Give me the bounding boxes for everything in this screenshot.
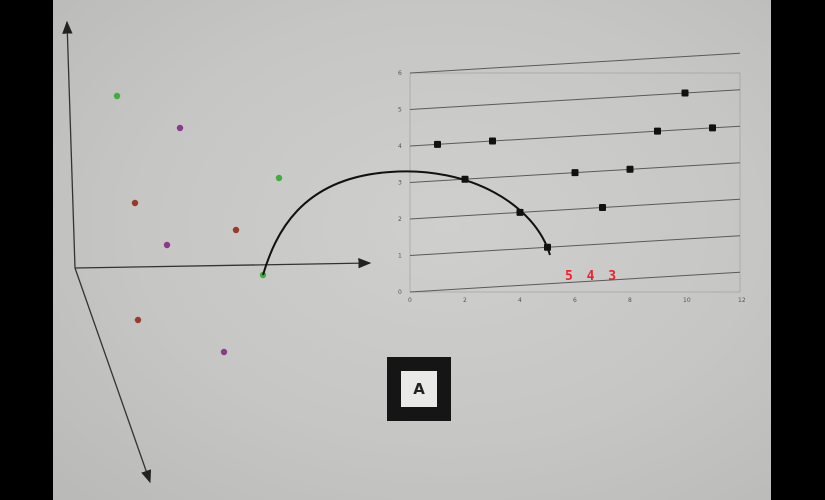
scatter-dot (176, 124, 184, 132)
chart-x-tick-label: 10 (683, 297, 691, 304)
chart-y-tick-label: 6 (398, 70, 402, 77)
chart-x-tick-label: 8 (628, 297, 632, 304)
chart-y-tick-label: 4 (398, 143, 402, 150)
scatter-dot (220, 348, 228, 356)
depth-axis (74, 267, 152, 484)
ar-marker-letter: A (401, 371, 437, 407)
chart-gridline (409, 89, 741, 110)
chart-y-tick-label: 3 (398, 180, 402, 187)
scatter-dot (275, 174, 283, 182)
chart-y-tick-label: 1 (398, 253, 402, 260)
connecting-arc (262, 170, 551, 276)
chart-gridline (409, 52, 741, 74)
scatter-dot (163, 241, 171, 249)
ar-marker: A (387, 357, 451, 421)
chart-point (489, 137, 496, 145)
scatter-dot (113, 92, 121, 100)
horizontal-axis (74, 257, 372, 269)
chart-points (434, 89, 716, 251)
chart-point (571, 169, 579, 177)
chart-gridline (409, 198, 741, 220)
chart-gridline (409, 235, 741, 256)
chart-y-tick-label: 2 (398, 216, 402, 223)
left-black-bar (0, 0, 53, 500)
chart-plot-area (409, 72, 741, 293)
chart-x-tick-label: 2 (463, 297, 467, 304)
vertical-axis (62, 20, 76, 269)
chart-gridline (409, 125, 741, 147)
chart-x-tick-label: 4 (518, 297, 522, 304)
chart-x-tick-label: 12 (738, 297, 746, 304)
chart-point (681, 89, 689, 97)
axes-3d (62, 20, 372, 484)
chart-point (599, 203, 606, 211)
scatter-dot (134, 316, 142, 324)
chart-gridline (409, 271, 741, 293)
chart-x-tick-label: 6 (573, 297, 577, 304)
red-count-label: 5 4 3 (565, 269, 619, 284)
chart-point (709, 124, 716, 132)
right-black-bar (771, 0, 825, 500)
chart-y-tick-label: 5 (398, 107, 402, 114)
chart-y-ticks: 0 1 2 3 4 5 6 (398, 70, 402, 296)
chart-point (654, 127, 661, 135)
scatter-dots (113, 92, 283, 356)
chart-point (626, 165, 634, 173)
chart-point (434, 140, 441, 148)
chart-y-tick-label: 0 (398, 289, 402, 296)
scatter-dot (232, 226, 240, 234)
scatter-dot (131, 199, 139, 207)
chart-x-tick-label: 0 (408, 297, 412, 304)
chart-x-ticks: 0 2 4 6 8 10 12 (408, 297, 746, 304)
